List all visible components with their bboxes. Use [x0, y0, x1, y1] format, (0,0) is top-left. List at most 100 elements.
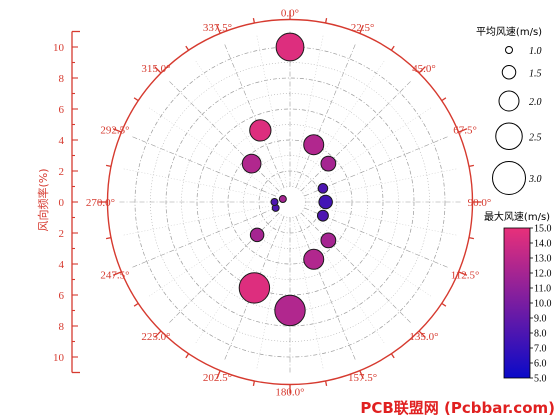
radial-tick-label: 10 — [53, 42, 65, 54]
major-tick — [216, 24, 221, 34]
minor-tick — [105, 164, 112, 168]
major-tick — [458, 128, 468, 133]
radial-tick-label: 8 — [59, 73, 65, 85]
minor-tick — [252, 380, 256, 387]
grid-minor-spoke — [122, 204, 275, 236]
data-bubble — [278, 195, 287, 204]
data-bubble — [316, 209, 329, 222]
minor-tick — [468, 236, 475, 240]
data-bubble — [241, 153, 262, 174]
size-legend-label: 1.5 — [529, 68, 542, 79]
data-bubble — [303, 248, 325, 270]
bubble-series — [238, 32, 337, 327]
radial-tick-label: 2 — [59, 166, 65, 178]
direction-label: 135.0° — [409, 331, 438, 343]
minor-tick — [324, 17, 328, 24]
radial-axis-left: 0 2 2 4 4 6 6 8 8 10 10 — [53, 30, 80, 374]
direction-label: 45.0° — [412, 63, 436, 75]
radial-tick-label: 6 — [59, 290, 65, 302]
radial-tick-label: 10 — [53, 352, 65, 364]
direction-label: 292.5° — [100, 124, 129, 136]
data-bubble — [303, 134, 325, 156]
colorbar-tick-label: 10.0 — [534, 299, 552, 310]
minor-tick — [390, 353, 395, 359]
grid-minor-spoke — [305, 204, 458, 236]
grid-minor-spoke — [195, 60, 282, 190]
grid-spoke — [295, 44, 356, 188]
grid-minor-spoke — [298, 214, 385, 344]
grid-spoke — [132, 136, 276, 197]
grid-minor-spoke — [256, 217, 288, 370]
direction-label: 270.0° — [86, 197, 115, 209]
direction-label: 157.5° — [348, 372, 377, 384]
size-legend-marker — [498, 90, 520, 112]
grid-minor-spoke — [298, 60, 385, 190]
grid-ring — [258, 170, 322, 234]
major-tick — [154, 330, 162, 338]
size-legend-label: 3.0 — [528, 174, 542, 185]
data-bubble — [238, 272, 271, 304]
colorbar-tick-label: 14.0 — [534, 239, 552, 250]
data-bubble — [320, 232, 337, 249]
major-tick — [359, 24, 364, 34]
grid-minor-spoke — [302, 107, 432, 194]
direction-label: 112.5° — [451, 270, 480, 282]
minor-tick — [105, 236, 112, 240]
size-legend-marker — [501, 65, 517, 80]
data-bubble — [275, 32, 305, 62]
grid-spoke — [169, 212, 280, 323]
radial-tick-label: 0 — [59, 197, 65, 209]
direction-label: 202.5° — [203, 372, 232, 384]
grid-minor-spoke — [292, 217, 324, 370]
direction-label: 247.5° — [100, 270, 129, 282]
radial-tick-label: 6 — [59, 104, 65, 116]
grid-spoke — [300, 212, 411, 323]
colorbar-tick-label: 7.0 — [534, 344, 547, 355]
radial-tick-label: 4 — [59, 259, 65, 271]
data-bubble — [320, 155, 337, 172]
size-legend-title: 平均风速(m/s) — [476, 26, 542, 38]
size-legend: 1.0 1.5 2.0 2.5 3.0 — [492, 46, 542, 195]
direction-label: 225.0° — [141, 331, 170, 343]
grid-spoke — [304, 136, 448, 197]
direction-label: 0.0° — [281, 8, 299, 20]
data-bubble — [249, 119, 272, 142]
colorbar-tick-label: 8.0 — [534, 329, 547, 340]
grid-minor-spoke — [292, 34, 324, 187]
minor-tick — [185, 353, 190, 359]
major-tick — [418, 330, 426, 338]
radial-tick-label: 4 — [59, 135, 65, 147]
size-legend-label: 2.5 — [529, 132, 542, 143]
major-tick — [216, 370, 221, 380]
colorbar-tick-label: 13.0 — [534, 254, 552, 265]
major-tick — [112, 271, 122, 276]
watermark: PCB联盟网 (Pcbbar.com) — [360, 399, 555, 417]
data-bubble — [317, 183, 329, 194]
colorbar-tick-label: 12.0 — [534, 269, 552, 280]
major-tick — [418, 66, 426, 74]
grid-minor-spoke — [195, 214, 282, 344]
minor-tick — [133, 97, 139, 102]
direction-label: 67.5° — [453, 124, 477, 136]
size-legend-marker — [492, 161, 526, 195]
grid-ring — [274, 186, 306, 218]
direction-label: 315.0° — [141, 63, 170, 75]
direction-label: 22.5° — [351, 22, 375, 34]
colorbar-legend: 15.0 14.0 13.0 12.0 11.0 10.0 9.0 8.0 7.0 6.0 5.0 — [503, 224, 552, 385]
grid-minor-spoke — [148, 210, 278, 297]
grid-spoke — [169, 81, 280, 192]
color-legend-title: 最大风速(m/s) — [484, 210, 550, 223]
major-tick — [458, 271, 468, 276]
grid-ring — [165, 77, 415, 327]
size-legend-marker — [495, 122, 523, 150]
grid-spoke — [132, 207, 276, 268]
grid-spoke — [304, 207, 448, 268]
grid-ring — [196, 108, 384, 296]
data-bubble — [270, 198, 279, 206]
size-legend-label: 1.0 — [529, 46, 542, 57]
minor-tick — [252, 17, 256, 24]
data-bubble — [318, 194, 333, 210]
grid-minor-spoke — [148, 107, 278, 194]
grid-minor-spoke — [305, 168, 458, 200]
size-legend-label: 2.0 — [529, 97, 542, 108]
